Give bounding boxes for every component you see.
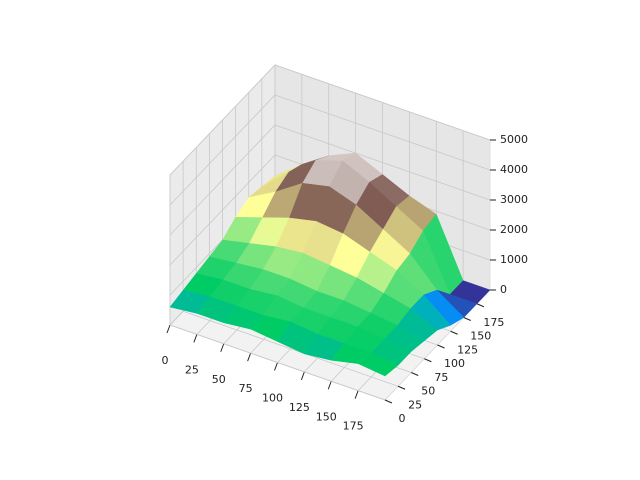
y-tick-label: 100 [444, 357, 465, 370]
y-tick-label: 125 [457, 343, 478, 356]
tick-mark [437, 344, 445, 349]
tick-mark [424, 358, 432, 363]
grid-line [169, 64, 276, 176]
tick-mark [193, 334, 198, 343]
tick-mark [450, 330, 458, 335]
y-tick-label: 175 [483, 316, 504, 329]
grid-line [274, 124, 491, 201]
y-tick-label: 0 [399, 412, 406, 425]
x-tick-label: 50 [212, 373, 226, 386]
x-tick-label: 125 [289, 401, 310, 414]
x-tick-label: 75 [239, 382, 253, 395]
grid-line [169, 154, 276, 266]
x-tick-label: 0 [162, 354, 169, 367]
z-tick-label: 5000 [500, 133, 528, 146]
tick-mark [327, 381, 332, 390]
tick-mark [300, 371, 305, 381]
z-tick-label: 3000 [500, 193, 528, 206]
z-tick-label: 1000 [500, 253, 528, 266]
z-tick-label: 0 [500, 283, 507, 296]
grid-line [169, 94, 276, 206]
y-tick-label: 25 [408, 398, 422, 411]
grid-line [169, 124, 276, 236]
tick-mark [247, 352, 252, 362]
z-tick-label: 4000 [500, 163, 528, 176]
tick-mark [274, 362, 278, 371]
tick-mark [463, 317, 471, 321]
surface-patch [357, 352, 399, 377]
tick-mark [384, 399, 393, 404]
x-tick-label: 100 [262, 392, 283, 405]
y-tick-label: 75 [434, 371, 448, 384]
x-tick-label: 150 [316, 410, 337, 423]
tick-mark [354, 390, 359, 399]
y-tick-label: 50 [421, 385, 435, 398]
grid-line [169, 324, 386, 401]
grid-line [274, 64, 491, 141]
tick-mark [476, 303, 485, 308]
grid-line [182, 310, 399, 387]
z-tick-label: 2000 [500, 223, 528, 236]
y-tick-label: 150 [470, 330, 491, 343]
grid-line [274, 94, 491, 171]
tick-mark [411, 372, 419, 376]
x-tick-label: 175 [343, 420, 364, 433]
tick-mark [166, 324, 171, 334]
tick-mark [220, 343, 225, 352]
x-tick-label: 25 [185, 363, 199, 376]
tick-mark [397, 385, 406, 390]
